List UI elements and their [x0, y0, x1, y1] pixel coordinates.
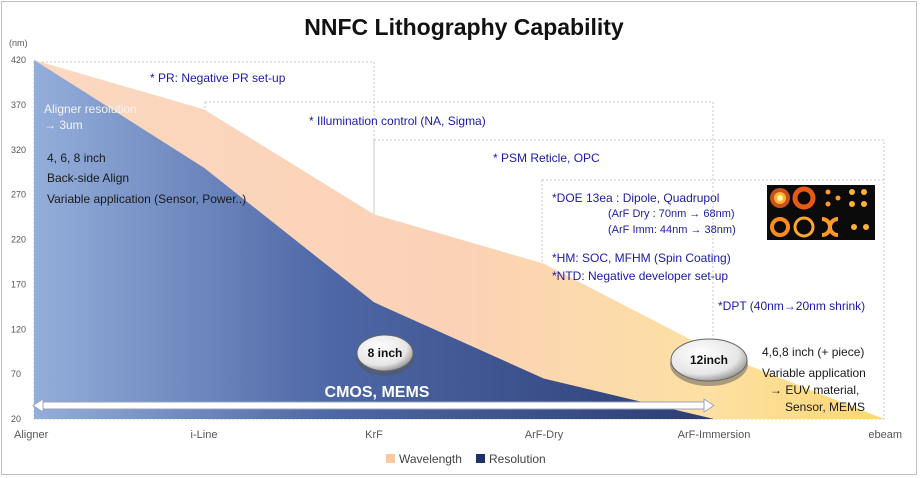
legend-swatch-resolution — [476, 454, 485, 463]
illumination-box — [204, 101, 714, 420]
y-axis-unit-label: (nm) — [9, 38, 28, 48]
y-tick-label: 320 — [11, 145, 26, 155]
hm-annotation: *HM: SOC, MFHM (Spin Coating) — [552, 251, 731, 265]
wafer-12-inch: 12inch — [670, 338, 748, 386]
aligner-application-label: Variable application (Sensor, Power..) — [47, 192, 246, 206]
aligner-annotations: Aligner resolution → 3um 4, 6, 8 inch Ba… — [44, 102, 246, 206]
y-tick-label: 220 — [11, 235, 26, 245]
x-tick-label: ebeam — [868, 429, 902, 441]
cmos-mems-label: CMOS, MEMS — [325, 384, 430, 401]
y-tick-label: 370 — [11, 100, 26, 110]
ebeam-euv-label: → EUV material, — [770, 383, 859, 397]
ntd-annotation: *NTD: Negative developer set-up — [552, 269, 728, 283]
wafer-12-inch-label: 12inch — [690, 353, 728, 367]
process-annotations: * PR: Negative PR set-up * Illumination … — [150, 71, 865, 313]
x-tick-label: ArF-Immersion — [678, 429, 751, 441]
wafer-8-inch-label: 8 inch — [368, 346, 403, 360]
ebeam-sizes-label: 4,6,8 inch (+ piece) — [762, 345, 864, 359]
doe-annotation: *DOE 13ea : Dipole, Quadrupol — [552, 191, 719, 205]
dpt-annotation: *DPT (40nm→20nm shrink) — [718, 299, 865, 313]
doe-arf-dry-annotation: (ArF Dry : 70nm → 68nm) — [608, 208, 735, 220]
chart-title: NNFC Lithography Capability — [304, 14, 624, 40]
doe-illumination-patterns-image — [767, 185, 875, 240]
aligner-resolution-label: Aligner resolution — [44, 102, 137, 116]
y-tick-label: 70 — [11, 369, 21, 379]
y-tick-label: 20 — [11, 414, 21, 424]
x-tick-label: i-Line — [191, 429, 218, 441]
cmos-range-arrow — [32, 398, 715, 413]
x-tick-label: Aligner — [14, 429, 49, 441]
chart-legend: Wavelength Resolution — [386, 452, 546, 466]
illumination-annotation: * Illumination control (NA, Sigma) — [309, 114, 486, 128]
aligner-sizes-label: 4, 6, 8 inch — [47, 151, 106, 165]
area-resolution — [34, 60, 884, 419]
aligner-resolution-value: → 3um — [44, 118, 83, 132]
legend-swatch-wavelength — [386, 454, 395, 463]
y-tick-label: 170 — [11, 279, 26, 289]
psm-annotation: * PSM Reticle, OPC — [493, 151, 600, 165]
ebeam-annotations: 4,6,8 inch (+ piece) Variable applicatio… — [762, 345, 866, 414]
y-tick-label: 120 — [11, 324, 26, 334]
legend-label-resolution: Resolution — [489, 452, 546, 466]
pr-box — [33, 61, 375, 420]
x-tick-label: ArF-Dry — [525, 429, 564, 441]
wafer-8-inch: 8 inch — [356, 334, 414, 376]
x-tick-label: KrF — [365, 429, 383, 441]
doe-arf-imm-annotation: (ArF Imm: 44nm → 38nm) — [608, 224, 736, 236]
y-tick-label: 270 — [11, 190, 26, 200]
y-tick-label: 420 — [11, 55, 26, 65]
pr-annotation: * PR: Negative PR set-up — [150, 71, 286, 85]
ebeam-sensor-label: Sensor, MEMS — [785, 400, 865, 414]
backside-align-label: Back-side Align — [47, 171, 129, 185]
ebeam-application-label: Variable application — [762, 366, 866, 380]
legend-label-wavelength: Wavelength — [399, 452, 462, 466]
